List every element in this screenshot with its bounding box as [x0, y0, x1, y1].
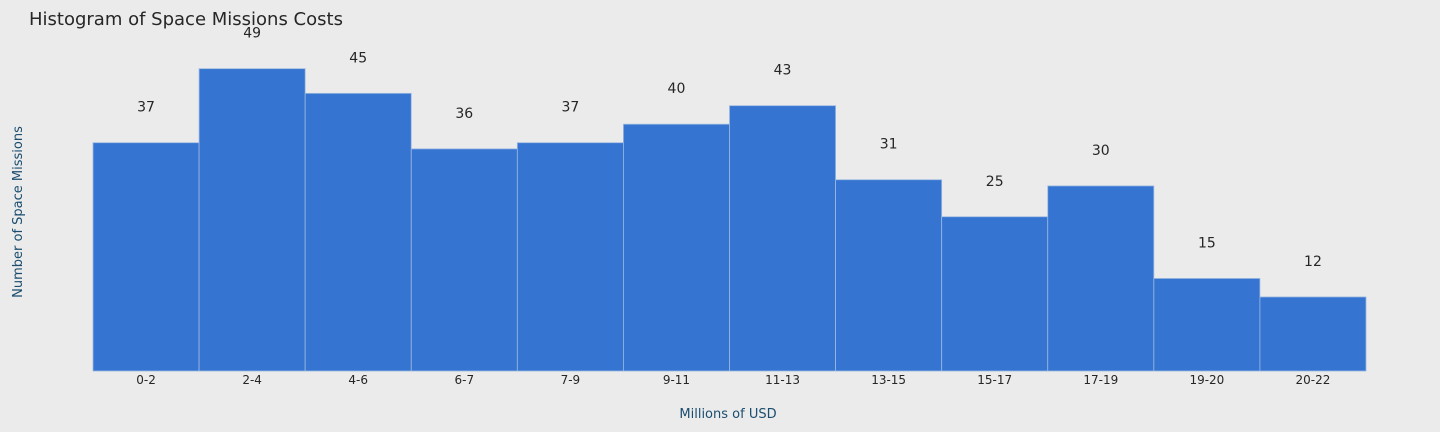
data-label-2-4: 49	[243, 26, 261, 42]
bar-17-19	[1047, 185, 1155, 372]
x-tick-label-9-11: 9-11	[663, 373, 690, 387]
x-tick-label-6-7: 6-7	[454, 373, 474, 387]
x-tick-label-0-2: 0-2	[136, 373, 156, 387]
bar-19-20	[1153, 278, 1261, 372]
bar-6-7	[410, 148, 518, 372]
bar-2-4	[198, 68, 306, 372]
data-label-17-19: 30	[1092, 143, 1110, 159]
x-tick-label-15-17: 15-17	[977, 373, 1012, 387]
x-tick-label-2-4: 2-4	[242, 373, 262, 387]
data-label-9-11: 40	[668, 81, 686, 97]
x-tick-label-4-6: 4-6	[348, 373, 368, 387]
x-axis-label: Millions of USD	[679, 407, 776, 422]
x-tick-labels: 0-2 2-4 4-6 6-7 7-9 9-11 11-13 13-15 15-17 17-19 1…	[136, 373, 1330, 387]
bar-9-11	[623, 123, 730, 372]
x-tick-label-20-22: 20-22	[1296, 373, 1331, 387]
data-label-0-2: 37	[137, 100, 155, 116]
data-label-20-22: 12	[1304, 254, 1322, 270]
data-label-11-13: 43	[774, 63, 792, 79]
x-tick-label-11-13: 11-13	[765, 373, 800, 387]
bars-layer	[92, 68, 1367, 372]
data-label-15-17: 25	[986, 174, 1004, 190]
bar-0-2	[92, 142, 200, 372]
x-tick-label-17-19: 17-19	[1083, 373, 1118, 387]
data-label-7-9: 37	[561, 100, 579, 116]
bar-7-9	[516, 142, 624, 372]
bar-11-13	[729, 105, 836, 372]
x-tick-label-13-15: 13-15	[871, 373, 906, 387]
y-axis-label: Number of Space Missions	[11, 126, 26, 298]
bar-20-22	[1259, 296, 1367, 372]
bar-4-6	[304, 92, 412, 372]
data-label-4-6: 45	[349, 50, 367, 66]
data-label-13-15: 31	[880, 137, 898, 153]
data-label-19-20: 15	[1198, 235, 1216, 251]
bar-15-17	[941, 216, 1049, 372]
data-label-6-7: 36	[455, 106, 473, 122]
bar-13-15	[835, 179, 943, 372]
x-tick-label-7-9: 7-9	[561, 373, 581, 387]
x-tick-label-19-20: 19-20	[1189, 373, 1224, 387]
chart-title: Histogram of Space Missions Costs	[29, 9, 343, 30]
data-labels-layer: 37 49 45 36 37 40 43 31 25 30 15 12	[137, 26, 1322, 270]
